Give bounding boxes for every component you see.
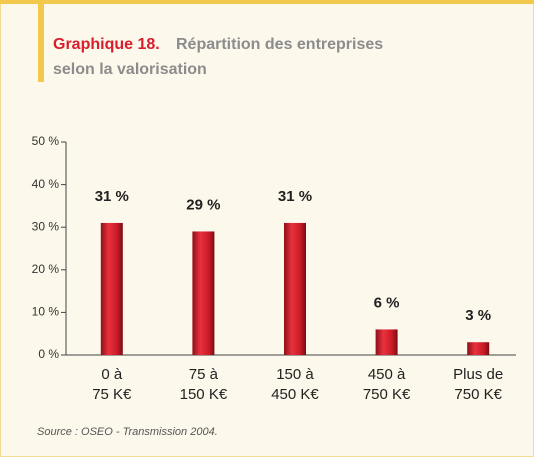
source: Source : OSEO - Transmission 2004.: [37, 426, 218, 438]
y-tick-label: 20 %: [32, 262, 60, 276]
x-tick-label: Plus de 750 K€: [453, 366, 503, 403]
top-strip: [0, 0, 534, 4]
value-label: 3 %: [465, 307, 491, 324]
x-tick-label: 450 à 750 K€: [363, 366, 411, 403]
value-label: 29 %: [186, 196, 220, 213]
x-tick-label: 75 à 150 K€: [180, 366, 228, 403]
y-tick-label: 40 %: [32, 177, 60, 191]
y-tick-label: 50 %: [32, 134, 60, 148]
y-tick-label: 30 %: [32, 219, 60, 233]
bar: [284, 222, 306, 355]
bar: [192, 231, 215, 355]
x-tick-label: 0 à 75 K€: [92, 366, 132, 403]
side-strip: [38, 4, 44, 82]
y-tick-label: 0 %: [38, 347, 59, 361]
title-label: Graphique 18.: [53, 36, 160, 53]
bar: [375, 329, 398, 355]
bar: [467, 342, 490, 355]
value-label: 6 %: [374, 294, 400, 311]
bar: [100, 222, 123, 355]
chart-title: Répartition des entreprises selon la valo…: [53, 36, 383, 78]
x-tick-label: 150 à 450 K€: [271, 366, 319, 403]
value-label: 31 %: [95, 188, 129, 205]
y-tick-label: 10 %: [32, 305, 60, 319]
value-label: 31 %: [278, 188, 312, 205]
